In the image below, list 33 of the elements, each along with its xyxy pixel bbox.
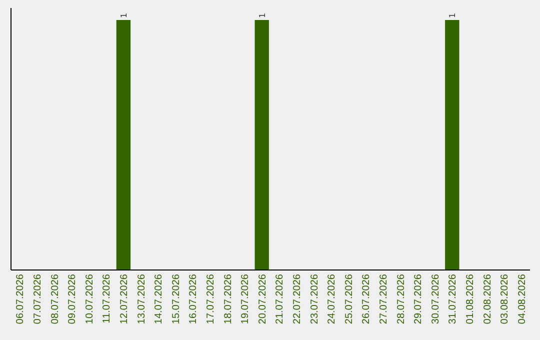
x-tick-label: 12.07.2026 <box>118 274 130 324</box>
x-tick-label: 31.07.2026 <box>448 274 459 324</box>
x-tick-label: 13.07.2026 <box>136 274 148 324</box>
x-tick-label: 11.07.2026 <box>102 274 113 324</box>
x-tick-label: 27.07.2026 <box>378 274 390 324</box>
x-tick-label: 01.08.2026 <box>464 274 476 324</box>
x-tick-label: 22.07.2026 <box>292 274 303 324</box>
x-tick-label: 29.07.2026 <box>413 274 424 324</box>
x-tick-label: 14.07.2026 <box>154 274 165 324</box>
x-tick-label: 06.07.2026 <box>15 274 26 324</box>
x-tick-label: 03.08.2026 <box>500 274 511 324</box>
x-tick-label: 08.07.2026 <box>50 274 61 324</box>
x-tick-label: 09.07.2026 <box>67 274 78 324</box>
x-tick-label: 02.08.2026 <box>482 274 494 324</box>
x-tick-label: 25.07.2026 <box>344 274 355 324</box>
x-tick-label: 30.07.2026 <box>430 274 442 324</box>
x-tick-label: 21.07.2026 <box>274 274 286 324</box>
x-tick-label: 18.07.2026 <box>222 274 234 324</box>
data-label: 1 <box>258 12 267 18</box>
x-tick-label: 15.07.2026 <box>170 274 182 324</box>
x-tick-label: 28.07.2026 <box>396 274 407 324</box>
data-label: 1 <box>448 12 458 18</box>
x-tick-label: 24.07.2026 <box>326 274 338 324</box>
x-tick-label: 04.08.2026 <box>516 274 528 324</box>
x-tick-label: 20.07.2026 <box>257 274 268 324</box>
data-label: 1 <box>119 12 128 18</box>
x-tick-label: 16.07.2026 <box>188 274 200 324</box>
x-tick-label: 17.07.2026 <box>205 274 216 324</box>
x-tick-label: 07.07.2026 <box>32 274 44 324</box>
x-tick-label: 23.07.2026 <box>309 274 320 324</box>
x-tick-label: 10.07.2026 <box>84 274 96 324</box>
x-tick-label: 19.07.2026 <box>240 274 252 324</box>
x-tick-label: 26.07.2026 <box>361 274 372 324</box>
